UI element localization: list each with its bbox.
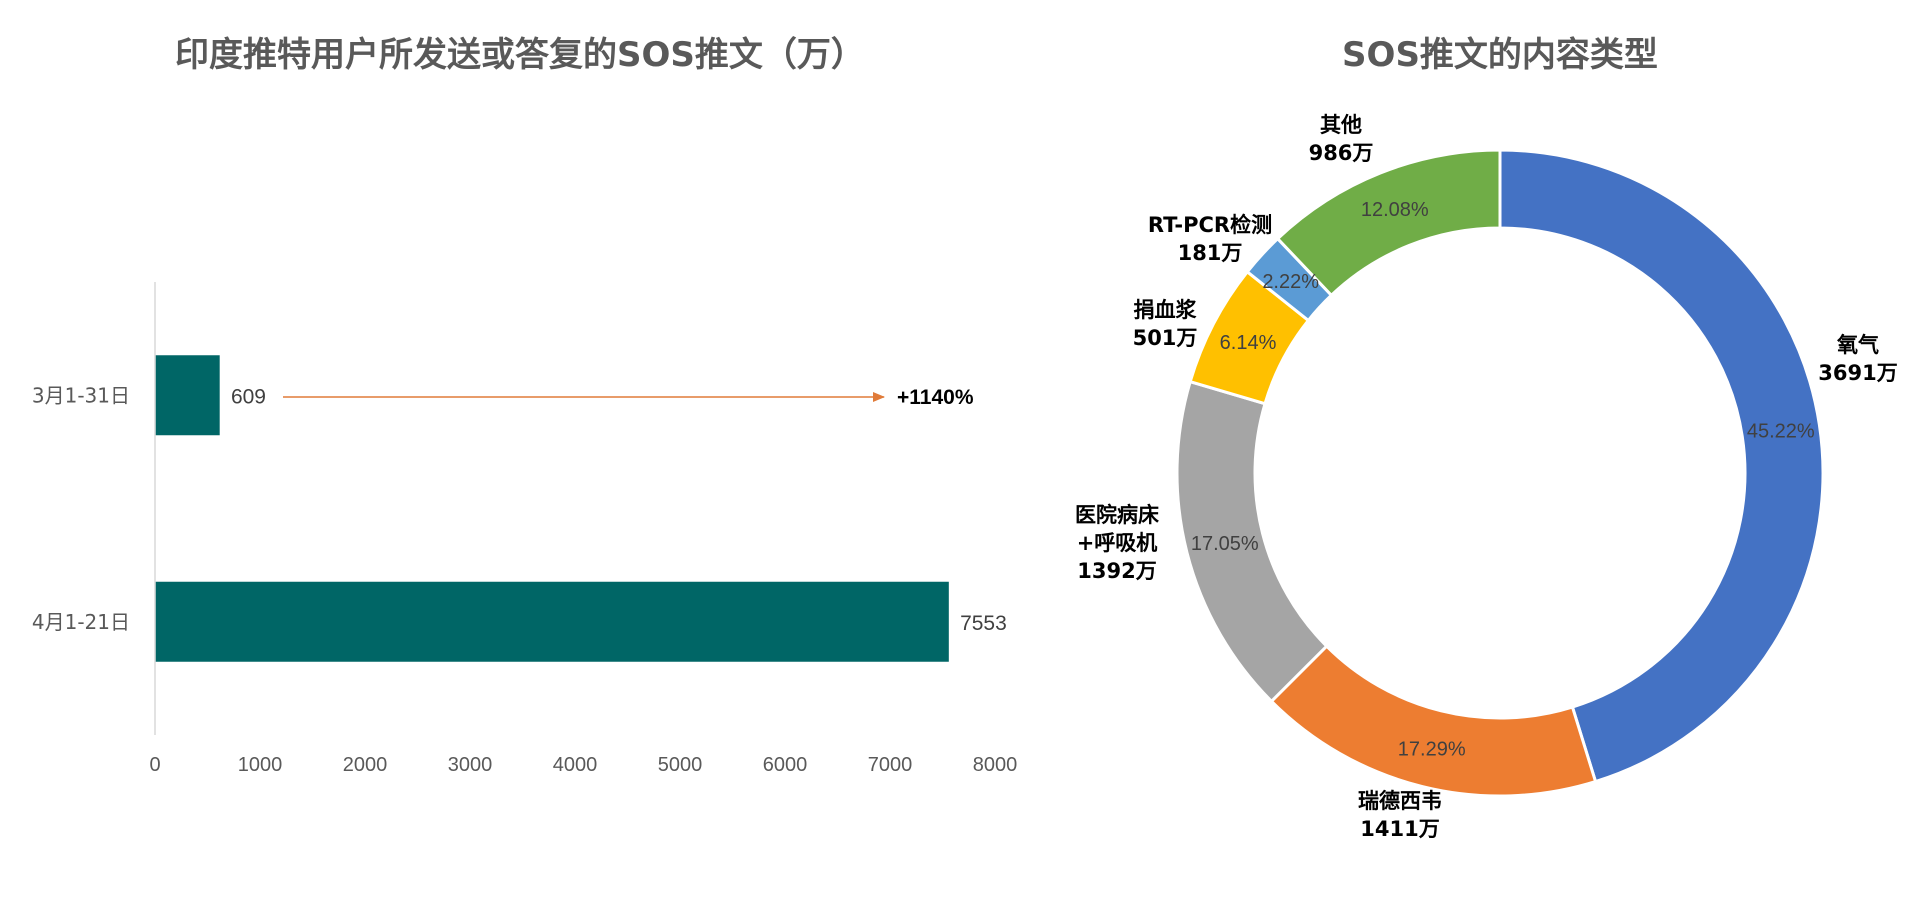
slice-percent-label: 17.29% [1398,739,1466,761]
bar-value-label: 609 [231,385,266,408]
slice-percent-label: 17.05% [1191,533,1259,555]
bar-chart-value-labels: 609 7553 [231,385,1007,635]
slice-name-label: +呼吸机 [1077,531,1158,555]
x-tick-label: 0 [149,754,160,776]
donut-chart: SOS推文的内容类型 45.22% 17.29% 17.05% 6.14% 2.22% 1… [1075,35,1898,841]
slice-percent-label: 12.08% [1361,199,1429,221]
bar-chart-x-ticks: 0 1000 2000 3000 4000 5000 6000 7000 8000 [149,754,1017,776]
donut-percent-labels: 45.22% 17.29% 17.05% 6.14% 2.22% 12.08% [1191,199,1815,760]
donut-slice [1269,644,1598,798]
x-tick-label: 6000 [763,754,808,776]
bar [155,355,220,436]
x-tick-label: 2000 [343,754,388,776]
slice-percent-label: 45.22% [1747,421,1815,443]
x-tick-label: 3000 [448,754,493,776]
slice-amount-label: 986万 [1309,141,1374,165]
x-tick-label: 7000 [868,754,913,776]
slice-name-label: 捐血浆 [1134,298,1198,322]
slice-amount-label: 3691万 [1818,361,1897,385]
slice-amount-label: 1392万 [1077,559,1156,583]
slice-name-label: RT-PCR检测 [1148,213,1272,237]
category-label: 3月1-31日 [32,383,130,407]
slice-name-label: 其他 [1320,113,1362,137]
slice-amount-label: 1411万 [1360,817,1439,841]
x-tick-label: 1000 [238,754,283,776]
bar [155,581,949,662]
bar-chart-title: 印度推特用户所发送或答复的SOS推文（万） [175,35,865,75]
x-tick-label: 4000 [553,754,598,776]
x-tick-label: 5000 [658,754,703,776]
slice-amount-label: 501万 [1133,326,1198,350]
donut-slice [1275,148,1502,298]
slice-name-label: 医院病床 [1075,503,1159,527]
growth-annotation: +1140% [897,386,974,409]
bar-value-label: 7553 [960,612,1007,635]
slice-percent-label: 2.22% [1262,271,1319,293]
slice-name-label: 氧气 [1837,333,1879,357]
donut-slices [1175,148,1825,798]
slice-name-label: 瑞德西韦 [1358,789,1442,813]
slice-percent-label: 6.14% [1220,332,1277,354]
donut-chart-title: SOS推文的内容类型 [1342,35,1658,75]
bar-chart-bars [155,355,949,662]
donut-slice [1498,148,1825,784]
x-tick-label: 8000 [973,754,1018,776]
bar-chart-categories: 3月1-31日 4月1-21日 [32,383,130,634]
category-label: 4月1-21日 [32,610,130,634]
slice-amount-label: 181万 [1178,241,1243,265]
bar-chart: 印度推特用户所发送或答复的SOS推文（万） 0 1000 2000 3000 4000 5… [32,35,1017,776]
